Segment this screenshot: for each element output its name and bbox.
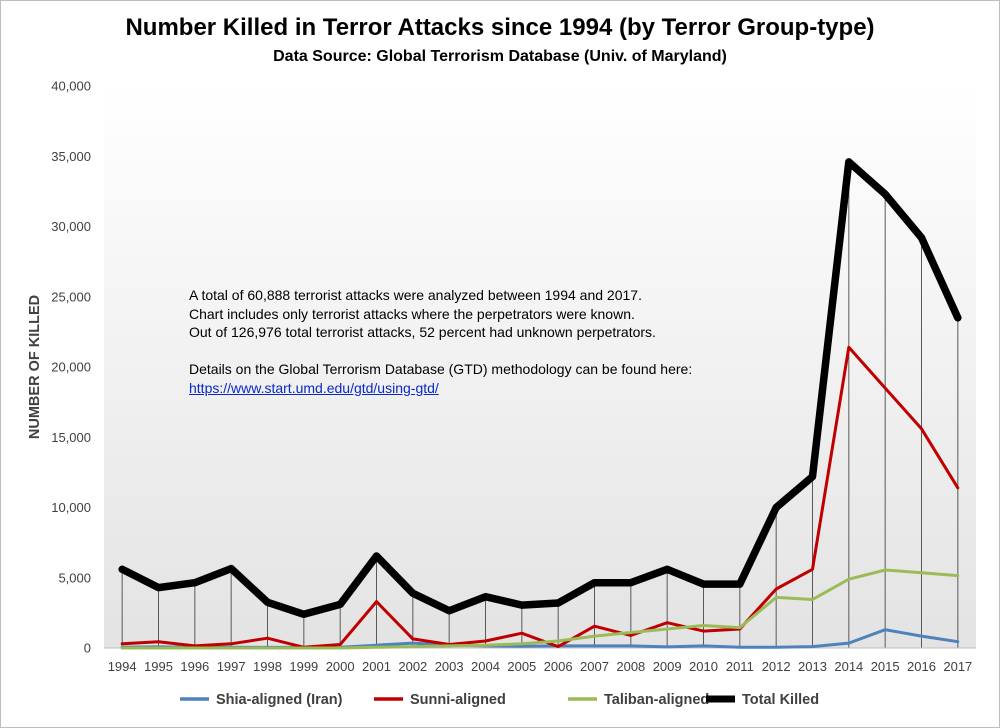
x-tick-label: 2016	[907, 659, 936, 674]
x-tick-label: 2009	[653, 659, 682, 674]
x-tick-label: 2008	[616, 659, 645, 674]
plot-area	[104, 86, 976, 648]
legend-label: Total Killed	[742, 692, 819, 708]
legend-label: Sunni-aligned	[410, 692, 506, 708]
x-tick-label: 1994	[108, 659, 137, 674]
chart-title: Number Killed in Terror Attacks since 19…	[125, 14, 875, 41]
series-line-sunni-aligned	[120, 345, 960, 649]
y-tick-label: 0	[84, 641, 91, 656]
x-tick-label: 2013	[798, 659, 827, 674]
x-tick-label: 2006	[544, 659, 573, 674]
y-tick-label: 30,000	[51, 219, 91, 234]
x-tick-label: 2003	[435, 659, 464, 674]
x-tick-label: 1999	[289, 659, 318, 674]
x-tick-label: 1995	[144, 659, 173, 674]
y-tick-label: 10,000	[51, 500, 91, 515]
legend-label: Shia-aligned (Iran)	[216, 692, 343, 708]
series-line-taliban-aligned	[120, 568, 960, 650]
legend-label: Taliban-aligned	[604, 692, 709, 708]
chart-subtitle: Data Source: Global Terrorism Database (…	[273, 48, 727, 65]
x-tick-label: 2007	[580, 659, 609, 674]
y-tick-label: 40,000	[51, 79, 91, 94]
x-tick-label: 2001	[362, 659, 391, 674]
x-tick-label: 2011	[726, 659, 754, 674]
y-tick-label: 20,000	[51, 360, 91, 375]
series-line-total-killed	[118, 158, 962, 619]
annotation-details: Details on the Global Terrorism Database…	[189, 361, 693, 377]
gtd-methodology-link[interactable]: https://www.start.umd.edu/gtd/using-gtd/	[189, 379, 439, 396]
x-tick-label: 2005	[507, 659, 536, 674]
y-tick-label: 15,000	[51, 430, 91, 445]
annotation-line: Chart includes only terrorist attacks wh…	[189, 305, 635, 322]
annotation-line: Out of 126,976 total terrorist attacks, …	[189, 324, 656, 340]
y-axis-title: NUMBER OF KILLED	[27, 295, 43, 439]
x-tick-label: 2004	[471, 659, 500, 674]
chart-annotation: A total of 60,888 terrorist attacks were…	[189, 286, 789, 397]
y-tick-label: 35,000	[51, 149, 91, 164]
x-tick-label: 2015	[871, 659, 900, 674]
x-tick-label: 2000	[326, 659, 355, 674]
x-tick-label: 1998	[253, 659, 282, 674]
y-tick-label: 5,000	[58, 570, 91, 585]
x-tick-label: 2014	[834, 659, 863, 674]
annotation-line: A total of 60,888 terrorist attacks were…	[189, 287, 642, 303]
x-tick-label: 2002	[398, 659, 427, 674]
x-tick-label: 1997	[217, 659, 246, 674]
x-tick-label: 2012	[762, 659, 791, 674]
x-tick-label: 2010	[689, 659, 718, 674]
x-tick-label: 2017	[943, 659, 972, 674]
y-tick-label: 25,000	[51, 289, 91, 304]
x-tick-label: 1996	[180, 659, 209, 674]
